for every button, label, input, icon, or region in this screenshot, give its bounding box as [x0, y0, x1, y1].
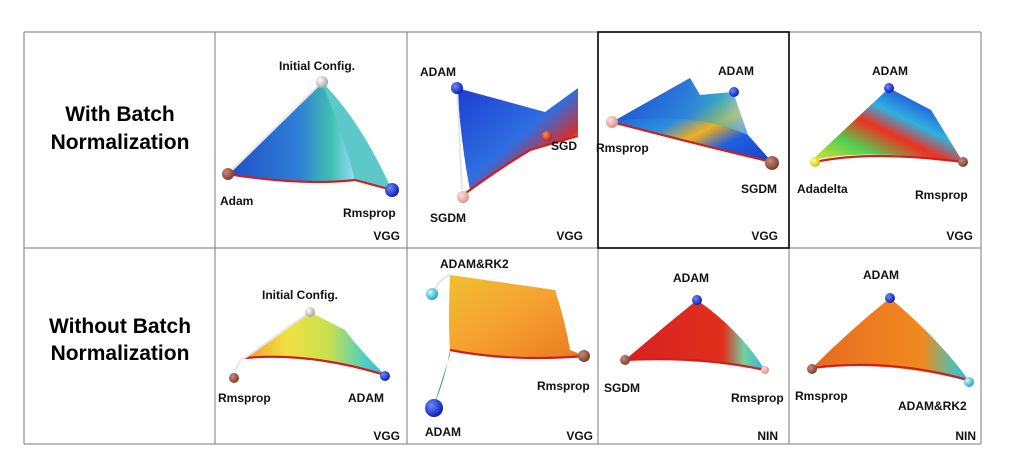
- point-label: Rmsprop: [218, 391, 271, 405]
- point-label: Initial Config.: [279, 59, 355, 73]
- surface-edge: [462, 134, 579, 196]
- panel-8: ADAM Rmsprop ADAM&RK2 NIN: [795, 268, 976, 443]
- point-marker: [729, 87, 739, 97]
- point-marker: [542, 131, 552, 141]
- point-marker: [305, 307, 315, 317]
- point-label: ADAM&RK2: [440, 257, 509, 271]
- point-label: Rmsprop: [343, 206, 396, 220]
- point-label: Adadelta: [797, 182, 848, 196]
- point-marker: [810, 157, 820, 167]
- network-label: VGG: [566, 429, 593, 443]
- point-label: Initial Config.: [262, 288, 338, 302]
- highlight-border: [597, 31, 790, 249]
- point-label: ADAM: [863, 268, 899, 282]
- surface-edge-white: [456, 87, 463, 191]
- surface-fold: [322, 82, 392, 190]
- svg-text:Normalization: Normalization: [51, 342, 190, 365]
- network-label: VGG: [751, 229, 778, 243]
- point-label: ADAM: [872, 64, 908, 78]
- surface: [449, 275, 585, 358]
- surface-edge: [814, 154, 964, 164]
- panel-6: ADAM&RK2 Rmsprop ADAM VGG: [425, 257, 593, 443]
- point-marker: [620, 355, 630, 365]
- point-marker: [884, 83, 894, 93]
- panel-7: ADAM SGDM Rmsprop NIN: [604, 271, 784, 443]
- svg-text:Without Batch: Without Batch: [49, 315, 191, 338]
- panel-1: Initial Config. Adam Rmsprop VGG: [220, 59, 400, 243]
- point-marker: [425, 399, 443, 417]
- surface: [812, 88, 963, 162]
- point-marker: [761, 366, 769, 374]
- surface-edge: [811, 363, 969, 382]
- point-label: SGD: [551, 139, 577, 153]
- point-marker: [964, 377, 974, 387]
- point-label: Rmsprop: [596, 141, 649, 155]
- point-marker: [426, 288, 438, 300]
- network-label: NIN: [757, 429, 778, 443]
- surface-edge: [611, 120, 773, 164]
- point-label: ADAM: [348, 391, 384, 405]
- point-label: SGDM: [741, 182, 777, 196]
- point-marker: [385, 183, 399, 197]
- point-marker: [885, 293, 895, 303]
- surface-edge: [244, 355, 386, 377]
- point-marker: [457, 191, 469, 203]
- point-label: ADAM: [673, 271, 709, 285]
- point-marker: [451, 82, 463, 94]
- network-label: VGG: [373, 429, 400, 443]
- network-label: VGG: [556, 229, 583, 243]
- point-label: SGDM: [604, 381, 640, 395]
- row-label-without-bn: Without Batch Normalization: [49, 315, 191, 365]
- point-marker: [578, 350, 590, 362]
- surface-ridge: [612, 78, 748, 135]
- surface-edge: [624, 358, 766, 372]
- point-marker: [222, 168, 234, 180]
- point-marker: [807, 364, 817, 374]
- surface: [457, 88, 578, 190]
- surface-edge: [449, 348, 586, 360]
- surface: [228, 82, 358, 182]
- point-label: Rmsprop: [915, 188, 968, 202]
- point-marker: [316, 76, 328, 88]
- surface: [812, 298, 970, 382]
- point-label: ADAM: [425, 425, 461, 439]
- point-label: ADAM&RK2: [898, 399, 967, 413]
- surface-edge: [227, 172, 393, 192]
- grid: [23, 31, 982, 445]
- panel-5: Initial Config. Rmsprop ADAM VGG: [218, 288, 400, 443]
- row-label-with-bn: With Batch Normalization: [51, 103, 190, 154]
- point-label: Adam: [220, 194, 253, 208]
- point-label: ADAM: [718, 64, 754, 78]
- point-label: Rmsprop: [731, 391, 784, 405]
- svg-text:With Batch: With Batch: [65, 103, 174, 126]
- panel-4: ADAM Adadelta Rmsprop VGG: [797, 64, 973, 243]
- point-marker: [606, 116, 618, 128]
- svg-text:Normalization: Normalization: [51, 131, 190, 154]
- point-label: SGDM: [430, 211, 466, 225]
- panel-3: ADAM Rmsprop SGDM VGG: [596, 64, 779, 243]
- surface: [625, 300, 765, 370]
- point-marker: [765, 156, 779, 170]
- point-label: Rmsprop: [795, 389, 848, 403]
- surface: [245, 312, 385, 375]
- point-marker: [380, 371, 390, 381]
- surface-fold: [434, 350, 450, 405]
- point-label: Rmsprop: [537, 379, 590, 393]
- point-label: ADAM: [420, 65, 456, 79]
- network-label: VGG: [373, 229, 400, 243]
- point-marker: [229, 373, 239, 383]
- point-marker: [692, 295, 702, 305]
- network-label: NIN: [955, 429, 976, 443]
- panel-2: ADAM SGD SGDM VGG: [420, 65, 583, 243]
- network-label: VGG: [946, 229, 973, 243]
- point-marker: [958, 157, 968, 167]
- surface-edge-white: [227, 81, 323, 175]
